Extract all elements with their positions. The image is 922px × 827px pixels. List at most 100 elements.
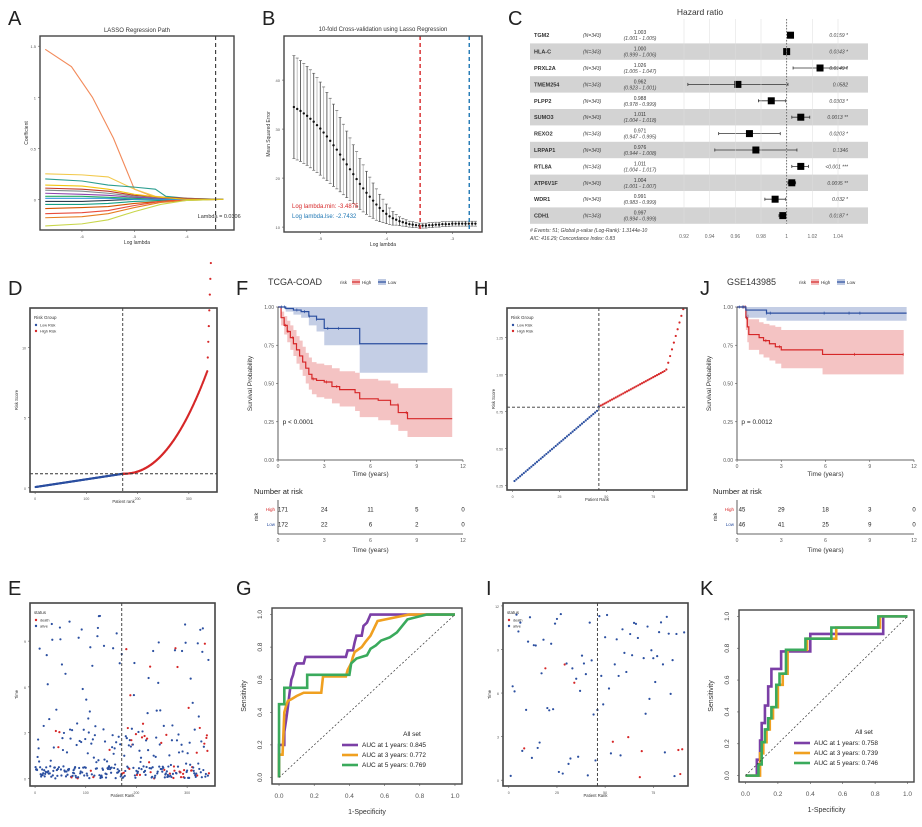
status-point	[163, 776, 166, 779]
legend-title: status	[34, 610, 47, 615]
status-point	[68, 620, 71, 623]
status-point	[634, 622, 638, 625]
status-point	[644, 712, 647, 715]
x-tick-label: 0	[512, 495, 514, 499]
status-point	[100, 776, 104, 779]
status-point	[184, 641, 187, 644]
x-tick-label: 75	[651, 791, 655, 795]
confidence-interval: (0.999 - 1.006)	[624, 53, 657, 59]
y-tick-label: 0.8	[724, 643, 731, 652]
p-value: 0.0582	[833, 82, 849, 88]
status-point	[43, 775, 46, 778]
status-point	[663, 751, 666, 754]
mse-point	[305, 114, 309, 118]
x-tick-label: 6	[369, 464, 372, 470]
p-value-label: p = 0.0012	[741, 419, 772, 426]
x-tick-label: 100	[83, 497, 89, 501]
confidence-interval: (0.983 - 0.999)	[624, 200, 657, 206]
status-point	[665, 615, 668, 618]
status-point	[118, 769, 121, 772]
status-point	[57, 766, 60, 769]
at-risk-count: 0	[912, 523, 916, 529]
y-tick-label: 0.2	[724, 739, 731, 748]
status-point	[72, 769, 75, 772]
risk-point	[588, 416, 591, 419]
panel-label-k: K	[700, 578, 714, 600]
status-point	[37, 747, 40, 750]
status-point	[600, 674, 603, 677]
risk-point	[524, 470, 527, 473]
at-risk-count: 5	[415, 508, 419, 514]
at-risk-count: 6	[369, 523, 373, 529]
risk-point	[586, 417, 589, 420]
status-point	[132, 693, 136, 697]
risk-point	[669, 354, 672, 358]
status-point	[196, 774, 199, 777]
status-point	[538, 741, 541, 744]
status-point	[92, 756, 95, 759]
status-point	[45, 654, 48, 657]
risk-point	[614, 396, 617, 399]
y-tick-label: 0.4	[724, 707, 731, 716]
at-risk-count: 45	[739, 508, 746, 514]
status-point	[127, 744, 130, 747]
status-point	[97, 759, 100, 762]
status-point	[175, 772, 178, 775]
mse-point	[292, 105, 296, 109]
status-point	[148, 761, 151, 764]
risk-point	[640, 382, 644, 385]
legend-label: death	[513, 619, 523, 623]
x-tick-label: 25	[555, 791, 559, 795]
mse-point	[368, 195, 371, 198]
mse-point	[365, 191, 368, 194]
plot-frame	[502, 602, 689, 787]
p-value: 0.0187 *	[829, 214, 849, 220]
status-point	[173, 649, 177, 652]
status-point	[65, 751, 69, 754]
status-point	[93, 774, 96, 777]
at-risk-count: 0	[461, 523, 465, 529]
hazard-ratio: 0.991	[634, 194, 647, 200]
hr-marker	[787, 31, 795, 39]
status-point	[577, 755, 580, 758]
status-point	[588, 621, 591, 624]
status-point	[540, 672, 543, 675]
hr-marker	[788, 179, 796, 187]
status-point	[136, 770, 140, 773]
mse-point	[355, 177, 358, 181]
forest-footer-events: # Events: 51; Global p-value (Log-Rank):…	[530, 228, 648, 234]
status-point	[199, 628, 202, 631]
status-point	[207, 658, 210, 662]
status-point	[62, 731, 66, 735]
risk-point	[530, 465, 533, 468]
y-tick-label: 0.8	[257, 642, 264, 651]
sample-size: (N=343)	[583, 148, 602, 154]
mse-point	[329, 139, 332, 143]
status-point	[526, 640, 530, 643]
legend-label: AUC at 5 years: 0.746	[814, 760, 878, 767]
mse-point	[335, 148, 338, 151]
risk-point	[554, 444, 557, 448]
status-point	[52, 769, 55, 772]
status-point	[623, 651, 626, 654]
panel-j-chart: GSE143985 risk High Low p = 0.0012 0 3 6 9 12 0.00…	[706, 277, 917, 554]
legend-label: High Risk	[517, 330, 533, 334]
at-risk-count: 2	[415, 523, 419, 529]
status-point	[517, 630, 520, 633]
x-axis-label: Patient Rank	[585, 497, 610, 502]
status-point	[102, 728, 105, 731]
status-point	[122, 776, 125, 779]
y-tick-label: 1.0	[257, 610, 264, 619]
status-point	[677, 748, 680, 752]
status-point	[157, 681, 160, 684]
y-tick-label: 0.6	[724, 675, 731, 684]
status-point	[179, 776, 183, 779]
status-point	[657, 630, 661, 634]
status-point	[87, 717, 90, 720]
panel-label-h: H	[474, 278, 489, 300]
mse-point	[338, 153, 342, 156]
status-point	[609, 752, 613, 755]
status-point	[126, 726, 129, 730]
status-point	[149, 665, 152, 668]
